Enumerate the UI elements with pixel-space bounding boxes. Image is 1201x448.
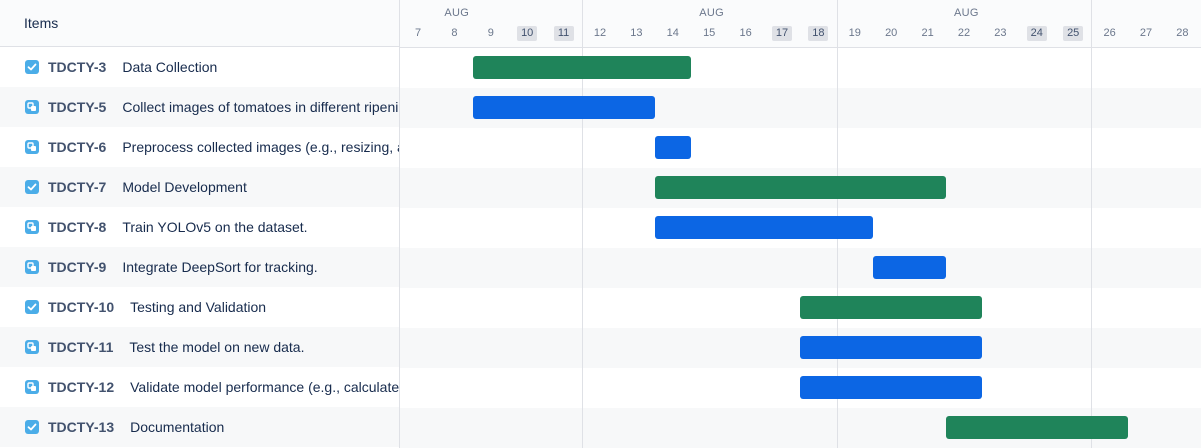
item-list: TDCTY-3 Data Collection TDCTY-5 Collect ima… [0, 47, 399, 447]
day-label: 13 [630, 27, 643, 39]
day-label: 17 [772, 26, 792, 41]
item-row[interactable]: TDCTY-10 Testing and Validation [0, 287, 399, 327]
issue-summary[interactable]: Integrate DeepSort for tracking. [122, 259, 318, 275]
timeline-bar[interactable] [800, 296, 983, 319]
day-label: 16 [739, 27, 752, 39]
issue-key[interactable]: TDCTY-10 [48, 299, 115, 315]
item-row[interactable]: TDCTY-9 Integrate DeepSort for tracking. [0, 247, 399, 287]
timeline-row [400, 248, 1201, 288]
items-header: Items [0, 0, 399, 47]
subtask-icon [25, 220, 39, 234]
day-label: 28 [1176, 27, 1189, 39]
day-label: 21 [921, 27, 934, 39]
week-separator [581, 0, 583, 448]
checkbox-icon [25, 180, 39, 194]
issue-key[interactable]: TDCTY-13 [48, 419, 115, 435]
item-row[interactable]: TDCTY-13 Documentation [0, 407, 399, 447]
day-label: 24 [1026, 26, 1047, 41]
item-row[interactable]: TDCTY-11 Test the model on new data. [0, 327, 399, 367]
item-row[interactable]: TDCTY-3 Data Collection [0, 47, 399, 87]
timeline-bar[interactable] [800, 376, 983, 399]
day-label: 11 [553, 26, 574, 41]
day-label: 25 [1063, 26, 1084, 41]
subtask-icon [25, 260, 39, 274]
issue-key[interactable]: TDCTY-11 [48, 339, 114, 355]
items-header-label: Items [24, 15, 59, 31]
day-label: 26 [1103, 27, 1116, 39]
item-row[interactable]: TDCTY-6 Preprocess collected images (e.g.… [0, 127, 399, 167]
item-row[interactable]: TDCTY-5 Collect images of tomatoes in dif… [0, 87, 399, 127]
day-label: 9 [487, 27, 494, 39]
day-label: 20 [885, 27, 898, 39]
day-label: 14 [666, 27, 679, 39]
day-label: 15 [703, 27, 716, 39]
timeline-row [400, 128, 1201, 168]
issue-key[interactable]: TDCTY-3 [48, 59, 107, 75]
day-label: 27 [1139, 27, 1153, 39]
issue-summary[interactable]: Validate model performance (e.g., calcul… [130, 379, 399, 395]
timeline: AUG AUG AUG 7 8 9 10 11 12 13 14 15 16 17 18 19 20 21 22 23… [400, 0, 1201, 448]
issue-summary[interactable]: Train YOLOv5 on the dataset. [122, 219, 308, 235]
item-row[interactable]: TDCTY-8 Train YOLOv5 on the dataset. [0, 207, 399, 247]
issue-key[interactable]: TDCTY-9 [48, 259, 107, 275]
month-label: AUG [954, 7, 979, 19]
day-label: 18 [808, 26, 829, 41]
issue-key[interactable]: TDCTY-8 [48, 219, 107, 235]
timeline-bar[interactable] [654, 216, 873, 239]
month-label: AUG [699, 7, 724, 19]
day-label: 12 [593, 27, 607, 39]
day-label: 7 [414, 27, 422, 39]
day-label: 22 [957, 27, 971, 39]
timeline-header: AUG AUG AUG 7 8 9 10 11 12 13 14 15 16 17 18 19 20 21 22 23… [400, 0, 1201, 48]
issue-summary[interactable]: Preprocess collected images (e.g., resiz… [122, 139, 399, 155]
day-label: 10 [517, 26, 538, 41]
subtask-icon [25, 340, 39, 354]
week-separator [1091, 0, 1093, 448]
timeline-bar[interactable] [800, 336, 983, 359]
issue-summary[interactable]: Data Collection [122, 59, 218, 75]
timeline-bar[interactable] [945, 416, 1128, 439]
issue-key[interactable]: TDCTY-7 [48, 179, 107, 195]
item-row[interactable]: TDCTY-12 Validate model performance (e.g.… [0, 367, 399, 407]
day-label: 8 [451, 27, 458, 39]
checkbox-icon [25, 300, 39, 314]
checkbox-icon [25, 60, 39, 74]
day-label: 19 [848, 27, 861, 39]
subtask-icon [25, 140, 39, 154]
subtask-icon [25, 380, 39, 394]
subtask-icon [25, 100, 39, 114]
checkbox-icon [25, 420, 39, 434]
issue-key[interactable]: TDCTY-5 [48, 99, 107, 115]
timeline-bar[interactable] [472, 56, 691, 79]
items-panel: Items TDCTY-3 Data Collection TDCTY-5 Colle… [0, 0, 400, 448]
issue-summary[interactable]: Model Development [122, 179, 247, 195]
issue-summary[interactable]: Documentation [130, 419, 225, 435]
day-label: 23 [994, 27, 1007, 39]
timeline-bar[interactable] [873, 256, 946, 279]
item-row[interactable]: TDCTY-7 Model Development [0, 167, 399, 207]
timeline-bar[interactable] [654, 136, 691, 159]
timeline-bar[interactable] [654, 176, 946, 199]
timeline-bar[interactable] [472, 96, 655, 119]
issue-summary[interactable]: Test the model on new data. [129, 339, 305, 355]
issue-summary[interactable]: Testing and Validation [130, 299, 267, 315]
issue-summary[interactable]: Collect images of tomatoes in different … [122, 99, 399, 115]
issue-key[interactable]: TDCTY-12 [48, 379, 115, 395]
issue-key[interactable]: TDCTY-6 [48, 139, 107, 155]
month-label: AUG [444, 7, 470, 19]
